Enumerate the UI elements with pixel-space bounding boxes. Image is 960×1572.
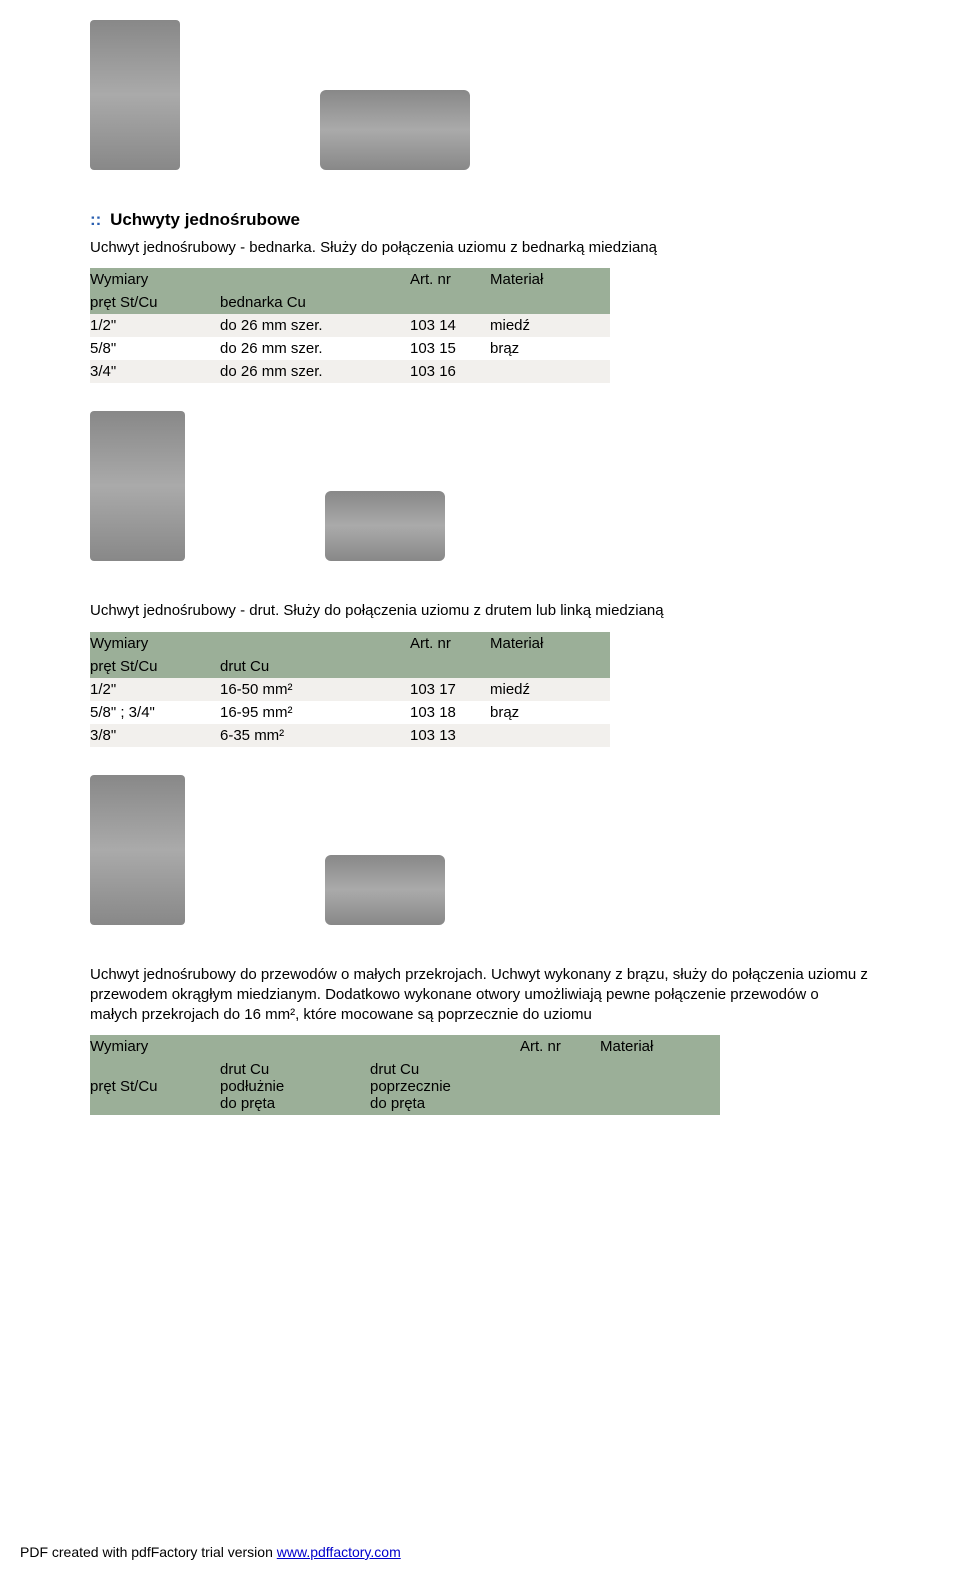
section1-desc: Uchwyt jednośrubowy - bednarka. Służy do…: [90, 238, 870, 258]
cell: 1/2": [90, 314, 220, 337]
cell: 103 18: [410, 701, 490, 724]
sub-c2: bednarka Cu: [220, 291, 410, 314]
clamp-illustration-vertical-2: [90, 411, 185, 561]
cell: 103 16: [410, 360, 490, 383]
product-images-row-3: [90, 775, 870, 925]
pdf-footer: PDF created with pdfFactory trial versio…: [20, 1544, 401, 1560]
hdr-artnr: Art. nr: [410, 268, 490, 291]
table-section2: Wymiary Art. nr Materiał pręt St/Cu drut…: [90, 632, 610, 747]
sub-c3: [410, 655, 490, 678]
hdr-artnr: Art. nr: [520, 1035, 600, 1058]
cell: 103 17: [410, 678, 490, 701]
sub-c1: pręt St/Cu: [90, 1058, 220, 1115]
cell: do 26 mm szer.: [220, 314, 410, 337]
cell: 1/2": [90, 678, 220, 701]
hdr-artnr: Art. nr: [410, 632, 490, 655]
table-row: 1/2" do 26 mm szer. 103 14 miedź: [90, 314, 610, 337]
clamp-illustration-vertical: [90, 20, 180, 170]
hdr-empty: [220, 1035, 370, 1058]
table-section3: Wymiary Art. nr Materiał pręt St/Cu drut…: [90, 1035, 720, 1115]
hdr-empty: [220, 268, 410, 291]
table-subheader: pręt St/Cu drut Cu: [90, 655, 610, 678]
sub-c3: drut Cu poprzecznie do pręta: [370, 1058, 520, 1115]
product-images-row-1: [90, 20, 870, 170]
footer-text: PDF created with pdfFactory trial versio…: [20, 1544, 277, 1560]
cell: miedź: [490, 314, 610, 337]
table-header: Wymiary Art. nr Materiał: [90, 1035, 720, 1058]
table-subheader: pręt St/Cu bednarka Cu: [90, 291, 610, 314]
section-title: :: Uchwyty jednośrubowe: [90, 210, 870, 230]
table-row: 5/8" do 26 mm szer. 103 15 brąz: [90, 337, 610, 360]
product-images-row-2: [90, 411, 870, 561]
table-section1: Wymiary Art. nr Materiał pręt St/Cu bedn…: [90, 268, 610, 383]
table-header: Wymiary Art. nr Materiał: [90, 632, 610, 655]
hdr-material: Materiał: [490, 632, 610, 655]
sub-c2: drut Cu podłużnie do pręta: [220, 1058, 370, 1115]
cell: 3/8": [90, 724, 220, 747]
sub-c4: [520, 1058, 600, 1115]
table-row: 3/8" 6-35 mm² 103 13: [90, 724, 610, 747]
hdr-empty: [370, 1035, 520, 1058]
sub-c2: drut Cu: [220, 655, 410, 678]
table-header: Wymiary Art. nr Materiał: [90, 268, 610, 291]
sub-c4: [490, 655, 610, 678]
clamp-illustration-ring: [325, 491, 445, 561]
table-row: 3/4" do 26 mm szer. 103 16: [90, 360, 610, 383]
hdr-empty: [220, 632, 410, 655]
footer-link[interactable]: www.pdffactory.com: [277, 1544, 401, 1560]
cell: 16-95 mm²: [220, 701, 410, 724]
clamp-illustration-flat: [320, 90, 470, 170]
sub-c4: [490, 291, 610, 314]
cell: 6-35 mm²: [220, 724, 410, 747]
section3-desc: Uchwyt jednośrubowy do przewodów o małyc…: [90, 965, 870, 1026]
cell: 103 15: [410, 337, 490, 360]
hdr-wymiary: Wymiary: [90, 268, 220, 291]
cell: 16-50 mm²: [220, 678, 410, 701]
table-row: 5/8" ; 3/4" 16-95 mm² 103 18 brąz: [90, 701, 610, 724]
hdr-wymiary: Wymiary: [90, 1035, 220, 1058]
cell: brąz: [490, 701, 610, 724]
sub-c3: [410, 291, 490, 314]
section-title-text: Uchwyty jednośrubowe: [110, 210, 300, 229]
sub-c5: [600, 1058, 720, 1115]
hdr-material: Materiał: [490, 268, 610, 291]
cell: 5/8": [90, 337, 220, 360]
table-row: 1/2" 16-50 mm² 103 17 miedź: [90, 678, 610, 701]
sub-c1: pręt St/Cu: [90, 655, 220, 678]
hdr-wymiary: Wymiary: [90, 632, 220, 655]
sub-c1: pręt St/Cu: [90, 291, 220, 314]
cell: 3/4": [90, 360, 220, 383]
cell: brąz: [490, 337, 610, 360]
cell: 103 13: [410, 724, 490, 747]
cell: do 26 mm szer.: [220, 337, 410, 360]
cell: 5/8" ; 3/4": [90, 701, 220, 724]
clamp-illustration-vertical-3: [90, 775, 185, 925]
cell: miedź: [490, 678, 610, 701]
cell: 103 14: [410, 314, 490, 337]
clamp-illustration-ring-2: [325, 855, 445, 925]
cell: [490, 724, 610, 747]
cell: [490, 360, 610, 383]
table-subheader: pręt St/Cu drut Cu podłużnie do pręta dr…: [90, 1058, 720, 1115]
hdr-material: Materiał: [600, 1035, 720, 1058]
bullet-icon: ::: [90, 210, 101, 229]
section2-desc: Uchwyt jednośrubowy - drut. Służy do poł…: [90, 601, 870, 621]
cell: do 26 mm szer.: [220, 360, 410, 383]
